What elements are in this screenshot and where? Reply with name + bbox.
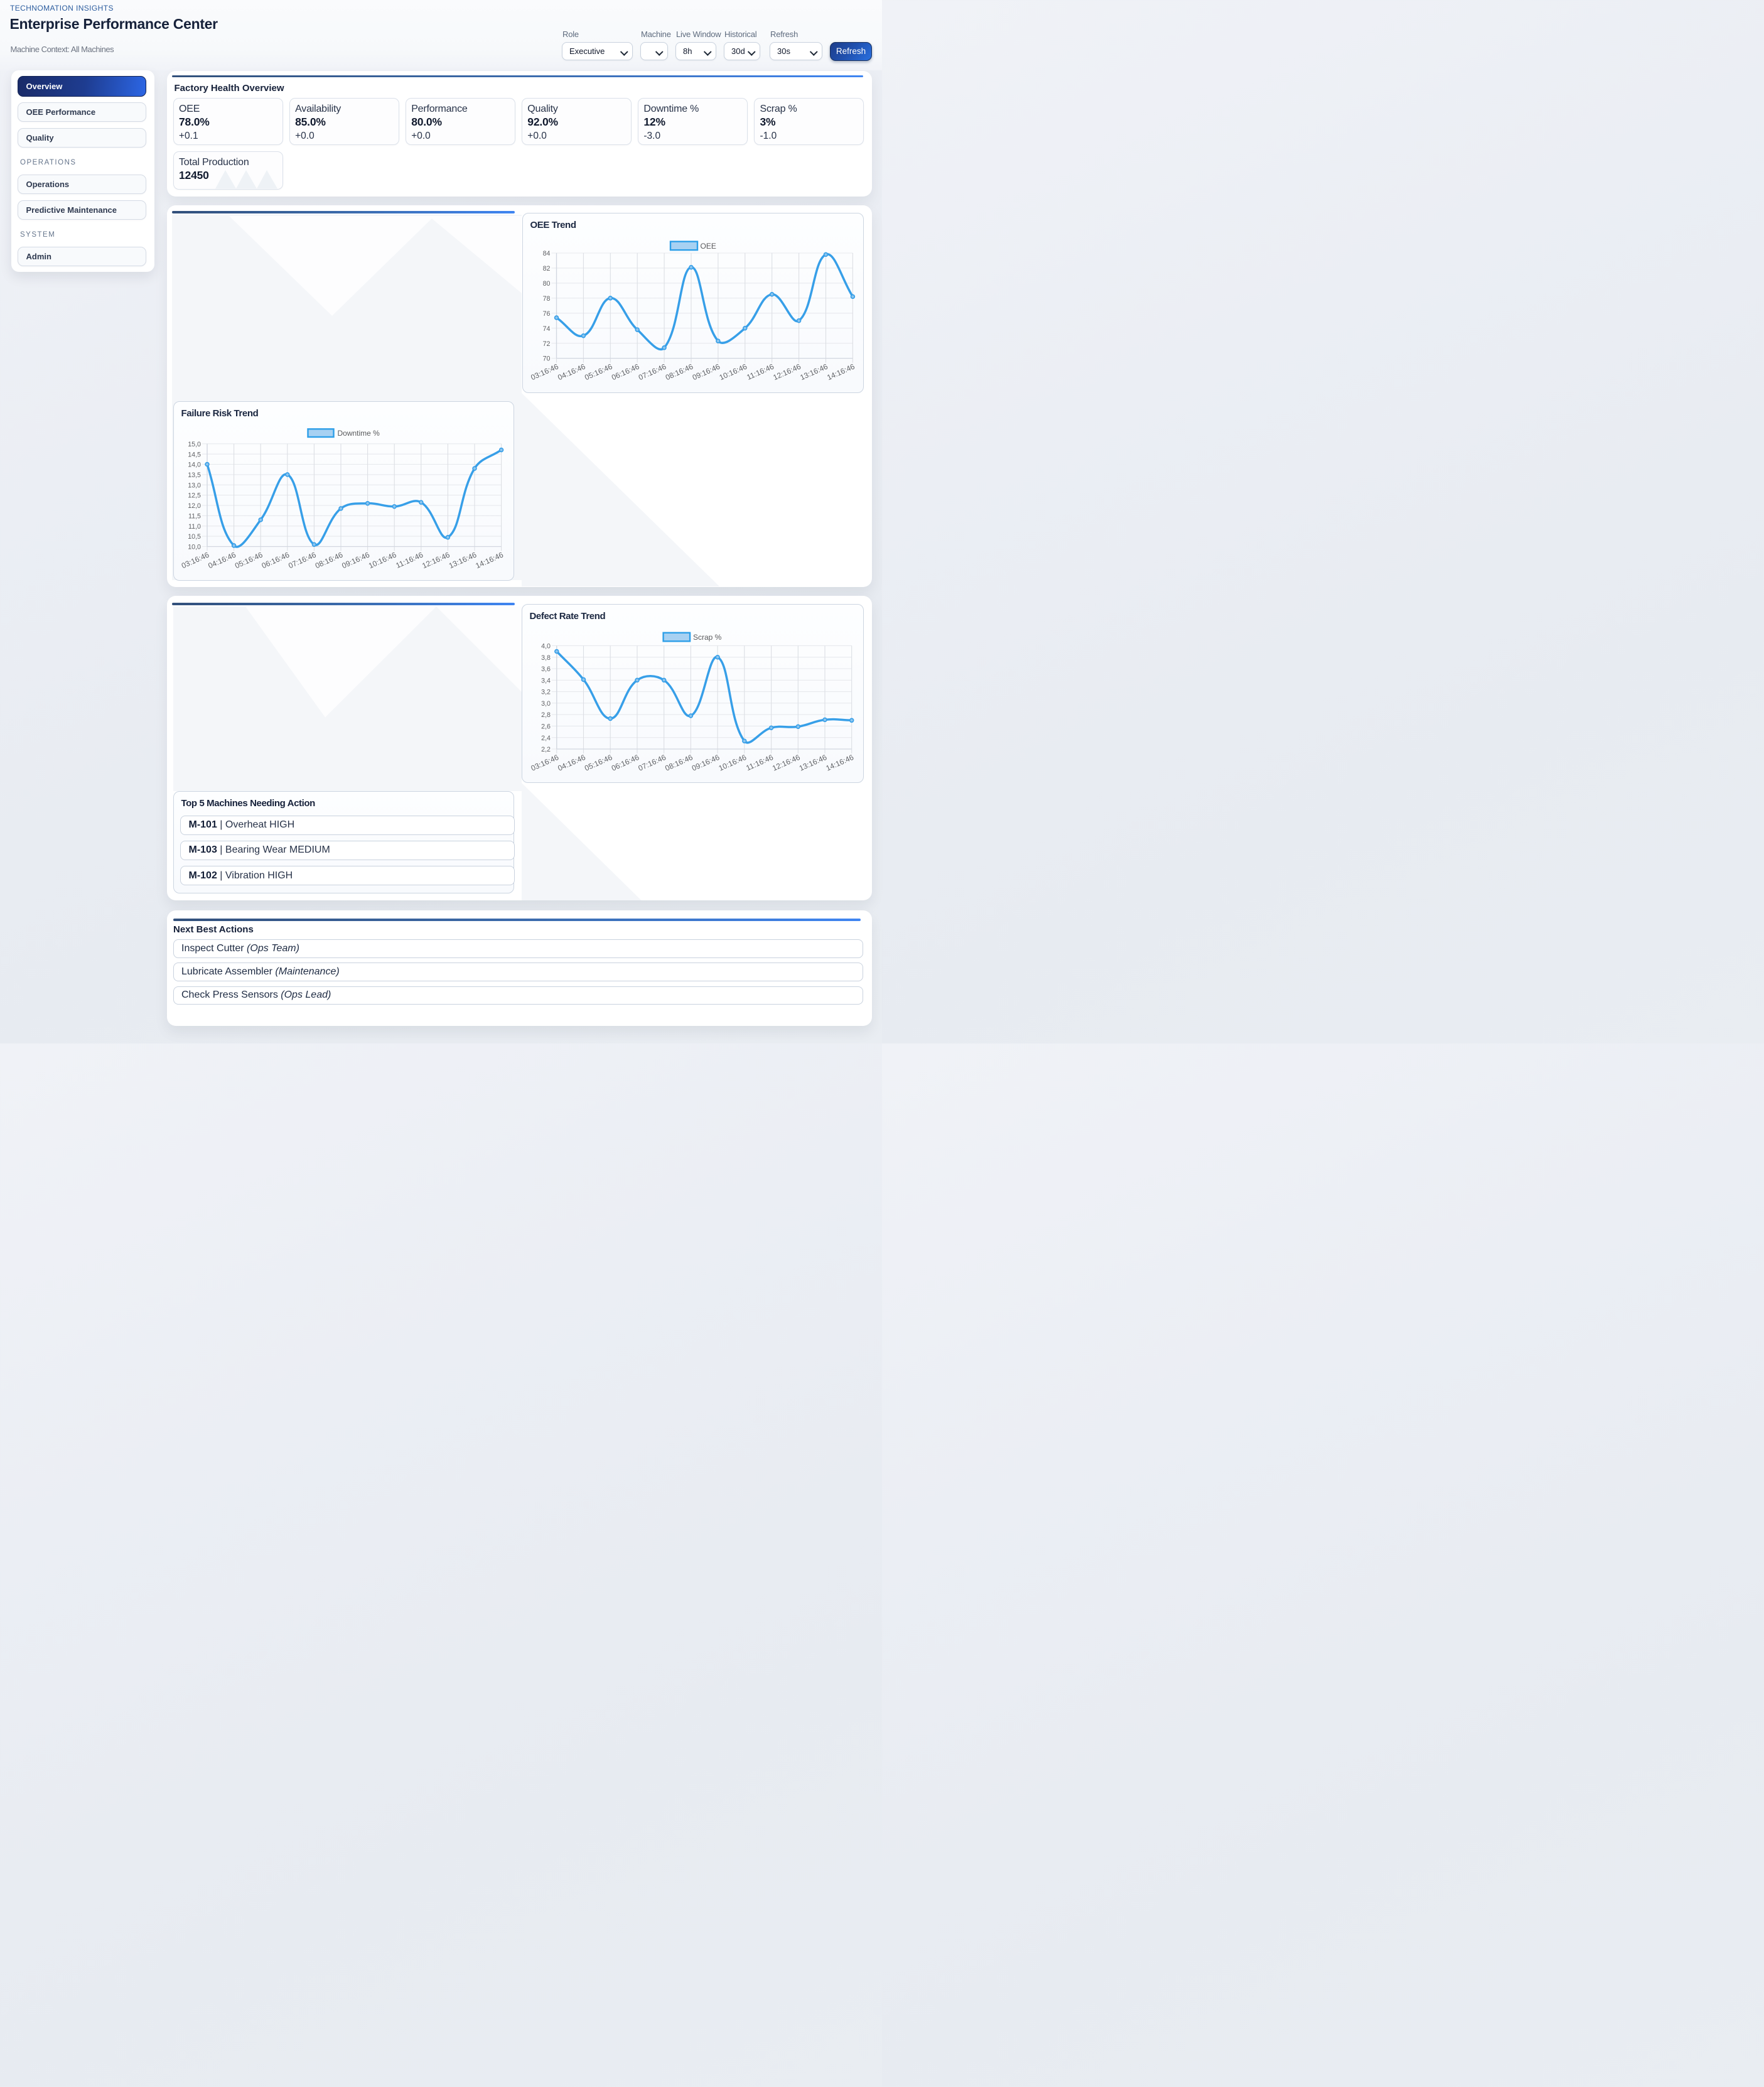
svg-text:11:16:46: 11:16:46 <box>745 753 775 773</box>
svg-text:12:16:46: 12:16:46 <box>421 550 451 570</box>
svg-text:13,5: 13,5 <box>188 472 201 479</box>
svg-text:05:16:46: 05:16:46 <box>583 753 614 773</box>
svg-text:3,4: 3,4 <box>541 677 551 684</box>
svg-text:3,8: 3,8 <box>541 654 551 661</box>
svg-text:04:16:46: 04:16:46 <box>556 753 587 773</box>
svg-text:13:16:46: 13:16:46 <box>799 362 829 382</box>
svg-text:10:16:46: 10:16:46 <box>718 753 748 773</box>
svg-text:11,0: 11,0 <box>188 522 201 530</box>
svg-text:70: 70 <box>542 355 550 362</box>
svg-text:10:16:46: 10:16:46 <box>367 550 398 570</box>
svg-text:09:16:46: 09:16:46 <box>691 753 721 773</box>
svg-text:06:16:46: 06:16:46 <box>261 550 291 570</box>
svg-text:03:16:46: 03:16:46 <box>529 362 560 382</box>
svg-text:Scrap %: Scrap % <box>693 633 722 642</box>
svg-text:13:16:46: 13:16:46 <box>798 753 829 773</box>
svg-text:15,0: 15,0 <box>188 440 201 448</box>
svg-text:07:16:46: 07:16:46 <box>287 550 318 570</box>
svg-text:2,8: 2,8 <box>541 711 551 719</box>
svg-text:08:16:46: 08:16:46 <box>664 362 694 382</box>
svg-text:76: 76 <box>542 310 550 317</box>
svg-text:04:16:46: 04:16:46 <box>207 550 237 570</box>
svg-text:2,4: 2,4 <box>541 734 551 742</box>
svg-text:78: 78 <box>542 294 550 302</box>
svg-text:2,2: 2,2 <box>541 746 551 753</box>
svg-text:2,6: 2,6 <box>541 723 551 730</box>
svg-text:4,0: 4,0 <box>541 642 551 650</box>
svg-text:84: 84 <box>542 250 550 257</box>
svg-text:06:16:46: 06:16:46 <box>610 753 641 773</box>
svg-text:05:16:46: 05:16:46 <box>583 362 614 382</box>
svg-text:03:16:46: 03:16:46 <box>530 753 561 773</box>
svg-text:72: 72 <box>542 340 550 347</box>
svg-text:10,0: 10,0 <box>188 543 201 551</box>
svg-text:3,2: 3,2 <box>541 688 551 696</box>
svg-text:12,5: 12,5 <box>188 492 201 499</box>
svg-text:14:16:46: 14:16:46 <box>826 362 856 382</box>
svg-text:04:16:46: 04:16:46 <box>556 362 587 382</box>
svg-text:10:16:46: 10:16:46 <box>718 362 748 382</box>
svg-text:82: 82 <box>542 265 550 272</box>
svg-text:13:16:46: 13:16:46 <box>448 550 478 570</box>
svg-text:03:16:46: 03:16:46 <box>180 550 211 570</box>
svg-text:3,6: 3,6 <box>541 666 551 673</box>
svg-text:06:16:46: 06:16:46 <box>610 362 641 382</box>
svg-text:14,5: 14,5 <box>188 451 201 458</box>
svg-text:74: 74 <box>542 325 550 332</box>
svg-text:12:16:46: 12:16:46 <box>771 753 802 773</box>
svg-text:Failure Risk Trend: Failure Risk Trend <box>181 408 259 419</box>
svg-text:14,0: 14,0 <box>188 461 201 468</box>
svg-text:12,0: 12,0 <box>188 502 201 510</box>
svg-text:07:16:46: 07:16:46 <box>637 362 667 382</box>
svg-text:10,5: 10,5 <box>188 533 201 541</box>
svg-text:80: 80 <box>542 280 550 288</box>
svg-text:08:16:46: 08:16:46 <box>664 753 694 773</box>
svg-text:09:16:46: 09:16:46 <box>340 550 371 570</box>
svg-text:11:16:46: 11:16:46 <box>394 550 424 570</box>
svg-text:Defect Rate Trend: Defect Rate Trend <box>530 611 606 622</box>
svg-text:3,0: 3,0 <box>541 700 551 708</box>
svg-text:OEE: OEE <box>700 242 716 251</box>
svg-text:12:16:46: 12:16:46 <box>772 362 802 382</box>
svg-text:14:16:46: 14:16:46 <box>825 753 856 773</box>
svg-text:09:16:46: 09:16:46 <box>691 362 721 382</box>
svg-text:11:16:46: 11:16:46 <box>745 362 775 382</box>
svg-text:13,0: 13,0 <box>188 482 201 489</box>
svg-text:05:16:46: 05:16:46 <box>234 550 264 570</box>
svg-text:11,5: 11,5 <box>188 512 201 520</box>
svg-text:08:16:46: 08:16:46 <box>314 550 345 570</box>
svg-text:14:16:46: 14:16:46 <box>474 550 505 570</box>
svg-text:Downtime %: Downtime % <box>338 428 380 437</box>
svg-text:OEE Trend: OEE Trend <box>530 220 576 230</box>
svg-text:07:16:46: 07:16:46 <box>637 753 668 773</box>
